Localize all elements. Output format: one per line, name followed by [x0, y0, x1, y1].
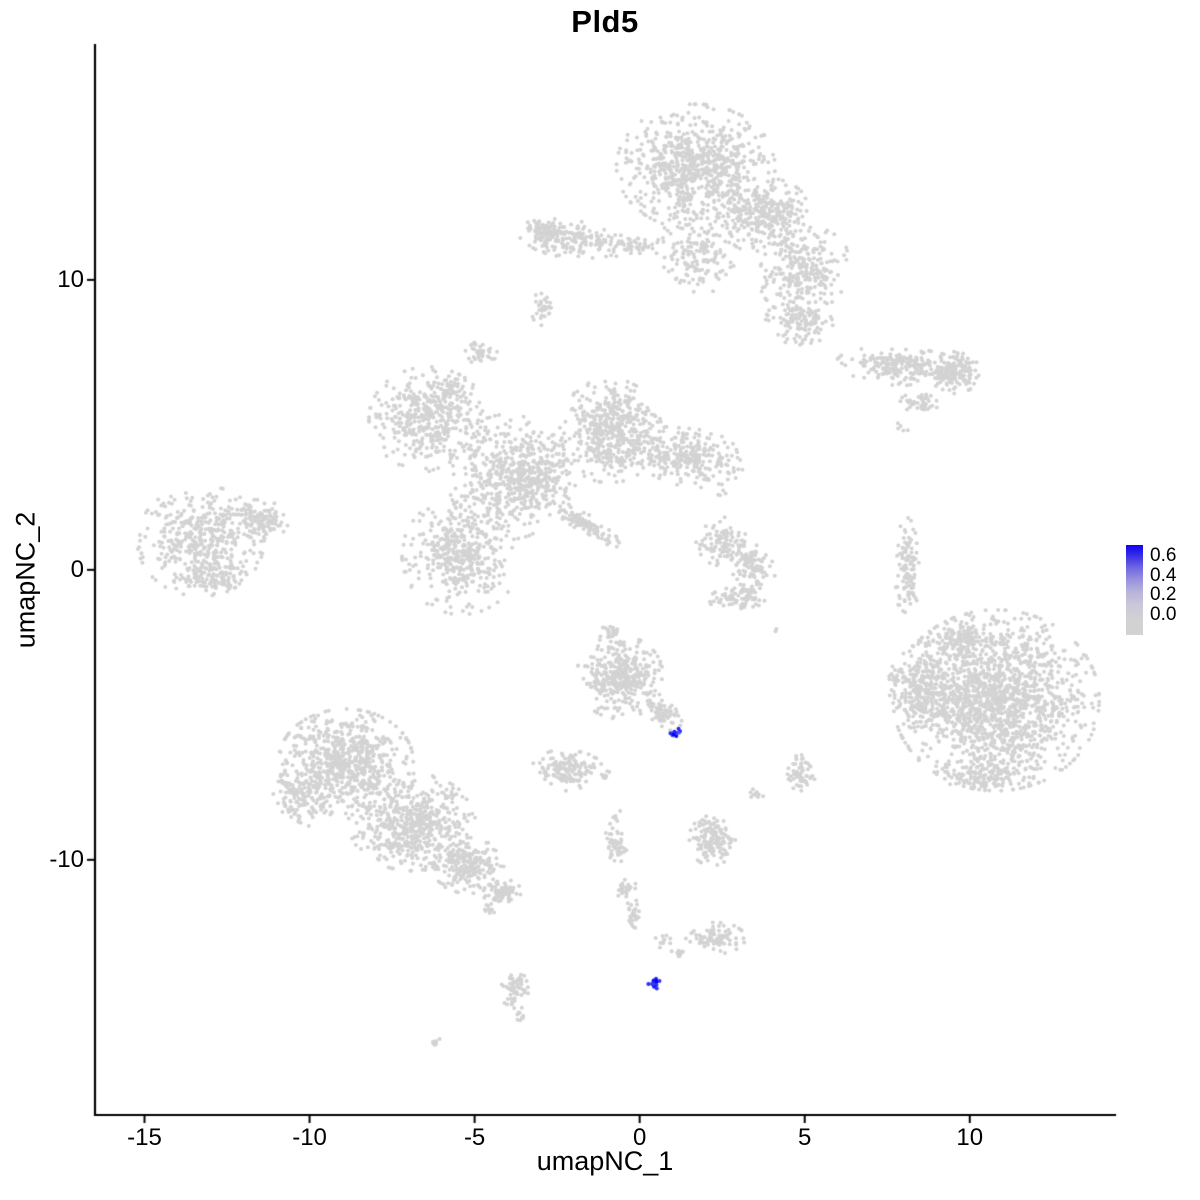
x-axis-label: umapNC_1 [536, 1146, 674, 1176]
y-tick-label: 0 [70, 555, 84, 583]
legend-tick-label: 0.2 [1150, 584, 1177, 606]
legend-tick-label: 0.6 [1150, 544, 1177, 566]
legend-tick-label: 0.4 [1150, 564, 1177, 586]
x-tick-label: 10 [956, 1124, 984, 1151]
legend-gradient-bar [1126, 545, 1143, 635]
x-tick-label: -15 [127, 1124, 162, 1151]
y-tick-label: 10 [57, 265, 84, 293]
x-tick-label: 5 [798, 1124, 812, 1151]
y-tick-label: -10 [49, 845, 84, 873]
plot-title: Pld5 [571, 4, 639, 39]
x-tick-label: 0 [632, 1124, 647, 1151]
legend-tick-label: 0.0 [1150, 604, 1177, 626]
x-tick-label: -5 [463, 1124, 486, 1151]
x-tick-label: -10 [292, 1124, 327, 1151]
